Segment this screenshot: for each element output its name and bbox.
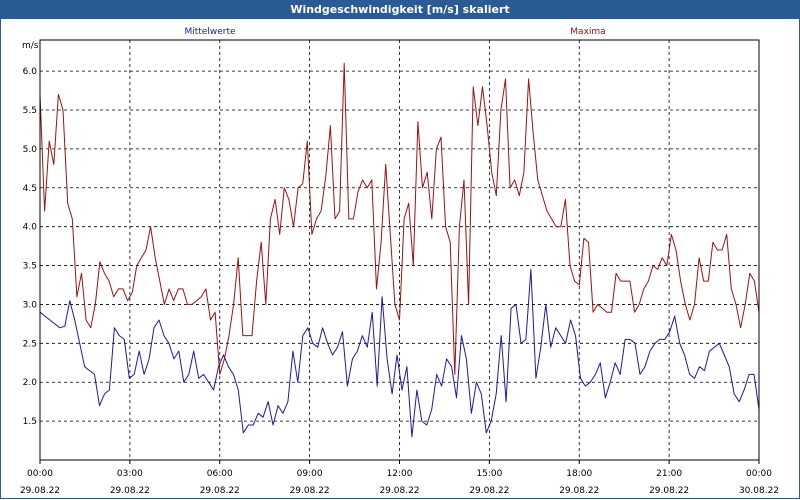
y-tick-label: 2.5: [23, 339, 37, 349]
x-axis-ticks: 00:00 29.08.22 03:00 29.08.22 06:00 29.08.22 0…: [20, 460, 779, 496]
series-line-maxima: [39, 62, 760, 375]
x-tick-date: 29.08.22: [290, 486, 330, 496]
x-tick-date: 29.08.22: [20, 486, 60, 496]
y-tick-label: 4.0: [23, 223, 38, 233]
x-tick-time: 06:00: [207, 469, 233, 479]
x-tick-date: 29.08.22: [379, 486, 419, 496]
series-lines: [39, 62, 760, 438]
x-tick-time: 18:00: [566, 469, 592, 479]
y-tick-label: 5.0: [23, 145, 38, 155]
y-axis-ticks: 1.5 2.0 2.5 3.0 3.5 4.0 4.5 5.0 5.5 6.0: [23, 67, 38, 427]
grid-lines: [40, 40, 759, 460]
legend-maxima: Maxima: [570, 27, 605, 37]
x-tick-time: 21:00: [656, 469, 682, 479]
x-tick-time: 15:00: [476, 469, 502, 479]
x-tick-time: 00:00: [27, 469, 53, 479]
legend-mittelwerte: Mittelwerte: [184, 27, 235, 37]
plot-area: [39, 39, 760, 461]
y-tick-label: 3.0: [23, 300, 38, 310]
x-tick-time: 12:00: [387, 469, 413, 479]
y-axis-unit-label: m/s: [22, 41, 39, 51]
y-tick-label: 4.5: [23, 184, 37, 194]
series-line-mittelwerte: [39, 268, 760, 438]
x-tick-date: 29.08.22: [469, 486, 509, 496]
x-tick-time: 03:00: [117, 469, 143, 479]
x-tick-date: 29.08.22: [110, 486, 150, 496]
window-title: Windgeschwindigkeit [m/s] skaliert: [0, 0, 800, 19]
x-tick-time: 09:00: [297, 469, 323, 479]
x-tick-time: 00:00: [746, 469, 772, 479]
y-tick-label: 1.5: [23, 417, 37, 427]
x-tick-date: 29.08.22: [200, 486, 240, 496]
x-tick-date: 29.08.22: [559, 486, 599, 496]
y-tick-label: 2.0: [23, 378, 38, 388]
y-tick-label: 6.0: [23, 67, 38, 77]
y-tick-label: 5.5: [23, 106, 37, 116]
x-tick-date: 29.08.22: [649, 486, 689, 496]
x-tick-date: 30.08.22: [739, 486, 779, 496]
y-tick-label: 3.5: [23, 262, 37, 272]
